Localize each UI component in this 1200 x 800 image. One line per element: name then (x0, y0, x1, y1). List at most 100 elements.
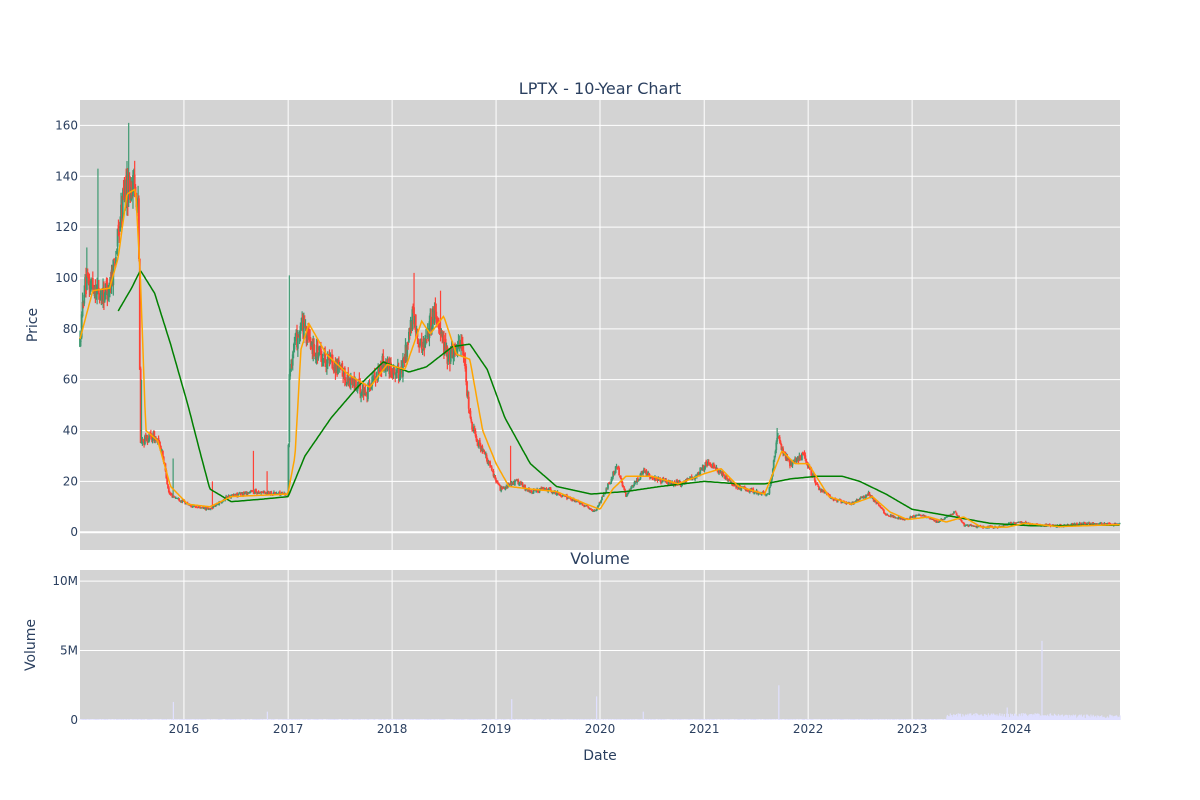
price-candle-body (633, 482, 636, 485)
price-candle-body (408, 331, 410, 342)
price-candle-body (83, 294, 86, 304)
price-candle-body (198, 506, 201, 509)
price-candle-body (651, 476, 654, 479)
price-candle-body (615, 466, 618, 468)
price-candle-body (373, 372, 376, 378)
price-candle-body (288, 374, 291, 443)
price-candle-body (492, 471, 495, 477)
volume-bar (535, 719, 537, 720)
price-candle-body (82, 303, 85, 307)
volume-bar (1053, 713, 1056, 720)
price-candle-body (993, 527, 996, 529)
price-candle-body (150, 435, 153, 440)
price-candle-body (390, 371, 393, 376)
price-candle-body (347, 373, 350, 382)
price-candle-body (607, 483, 609, 489)
price-candle-body (629, 489, 632, 491)
volume-bar (751, 719, 753, 720)
price-candle-body (496, 480, 498, 482)
price-candle-body (773, 455, 776, 460)
volume-bar (353, 719, 355, 720)
price-candle-body (425, 336, 427, 338)
price-candle-body (481, 446, 484, 451)
volume-bar (1067, 715, 1069, 720)
price-candle-body (805, 458, 808, 464)
price-candle-body (290, 363, 292, 372)
price-candle-body (267, 491, 270, 494)
price-candle-body (332, 369, 335, 372)
price-candle-body (602, 493, 605, 497)
price-candle-body (722, 471, 725, 475)
price-candle-body (167, 484, 169, 489)
volume-bar (341, 719, 344, 720)
price-candle-body (865, 495, 867, 498)
price-candle-body (597, 505, 600, 507)
price-candle-body (571, 499, 573, 501)
price-candle-body (85, 275, 88, 290)
price-candle-body (447, 359, 450, 362)
price-candle-body (249, 492, 251, 494)
price-candle-body (818, 486, 820, 490)
volume-y-axis-label: Volume (23, 619, 39, 671)
price-candle-body (1017, 522, 1019, 523)
price-candle-body (444, 338, 447, 353)
volume-bar (659, 719, 661, 720)
price-candle-body (478, 440, 481, 446)
price-candle-body (874, 500, 877, 503)
price-candle-body (589, 508, 592, 510)
price-candle-body (304, 325, 307, 327)
volume-y-tick-label: 0 (70, 713, 78, 727)
volume-bar (991, 714, 994, 720)
volume-bar (553, 719, 556, 720)
volume-bar (770, 719, 773, 720)
price-candle-body (595, 508, 598, 511)
price-candle-body (1002, 525, 1005, 527)
price-candle-body (654, 477, 657, 480)
volume-bar (225, 719, 227, 720)
price-candle-body (587, 506, 590, 508)
price-candle-body (762, 491, 765, 493)
price-candle-body (775, 442, 778, 451)
price-candle-body (803, 452, 806, 457)
price-y-tick-label: 60 (63, 373, 78, 387)
price-candle-body (139, 368, 142, 443)
price-candle-body (855, 499, 858, 502)
price-candle-body (296, 337, 299, 349)
price-candle-body (938, 520, 941, 522)
price-candle-body (621, 481, 624, 487)
long-moving-average-line (117, 270, 1120, 527)
price-candle-body (626, 493, 629, 495)
price-candle-body (243, 492, 246, 494)
price-candle-body (114, 257, 117, 264)
price-candle-body (128, 180, 131, 190)
price-candle-body (708, 464, 711, 466)
price-candle-body (97, 286, 99, 288)
price-candle-body (495, 479, 497, 482)
price-candle-body (294, 337, 297, 342)
volume-bar (359, 719, 361, 720)
volume-bar (390, 719, 393, 720)
volume-bar (227, 719, 229, 720)
price-candle-body (972, 525, 975, 527)
price-candle-body (776, 437, 779, 442)
price-candle-body (600, 500, 603, 503)
volume-bar (892, 719, 894, 720)
price-candle-body (337, 360, 340, 366)
price-candle-body (289, 370, 292, 377)
price-candle-body (498, 484, 501, 486)
volume-bar (326, 719, 328, 720)
price-candle-body (157, 438, 160, 441)
price-candle-body (914, 515, 917, 518)
price-candle-body (324, 351, 327, 364)
price-candle-body (723, 475, 726, 477)
volume-bar (278, 719, 280, 720)
price-candle-body (103, 293, 106, 302)
volume-bar (1083, 714, 1085, 720)
price-candle-body (630, 487, 632, 490)
price-candle-body (153, 431, 156, 442)
price-candle-body (588, 507, 591, 509)
price-candle-body (583, 504, 585, 507)
price-candle-body (173, 496, 175, 497)
volume-bar (570, 719, 572, 720)
price-candle-body (272, 493, 274, 495)
